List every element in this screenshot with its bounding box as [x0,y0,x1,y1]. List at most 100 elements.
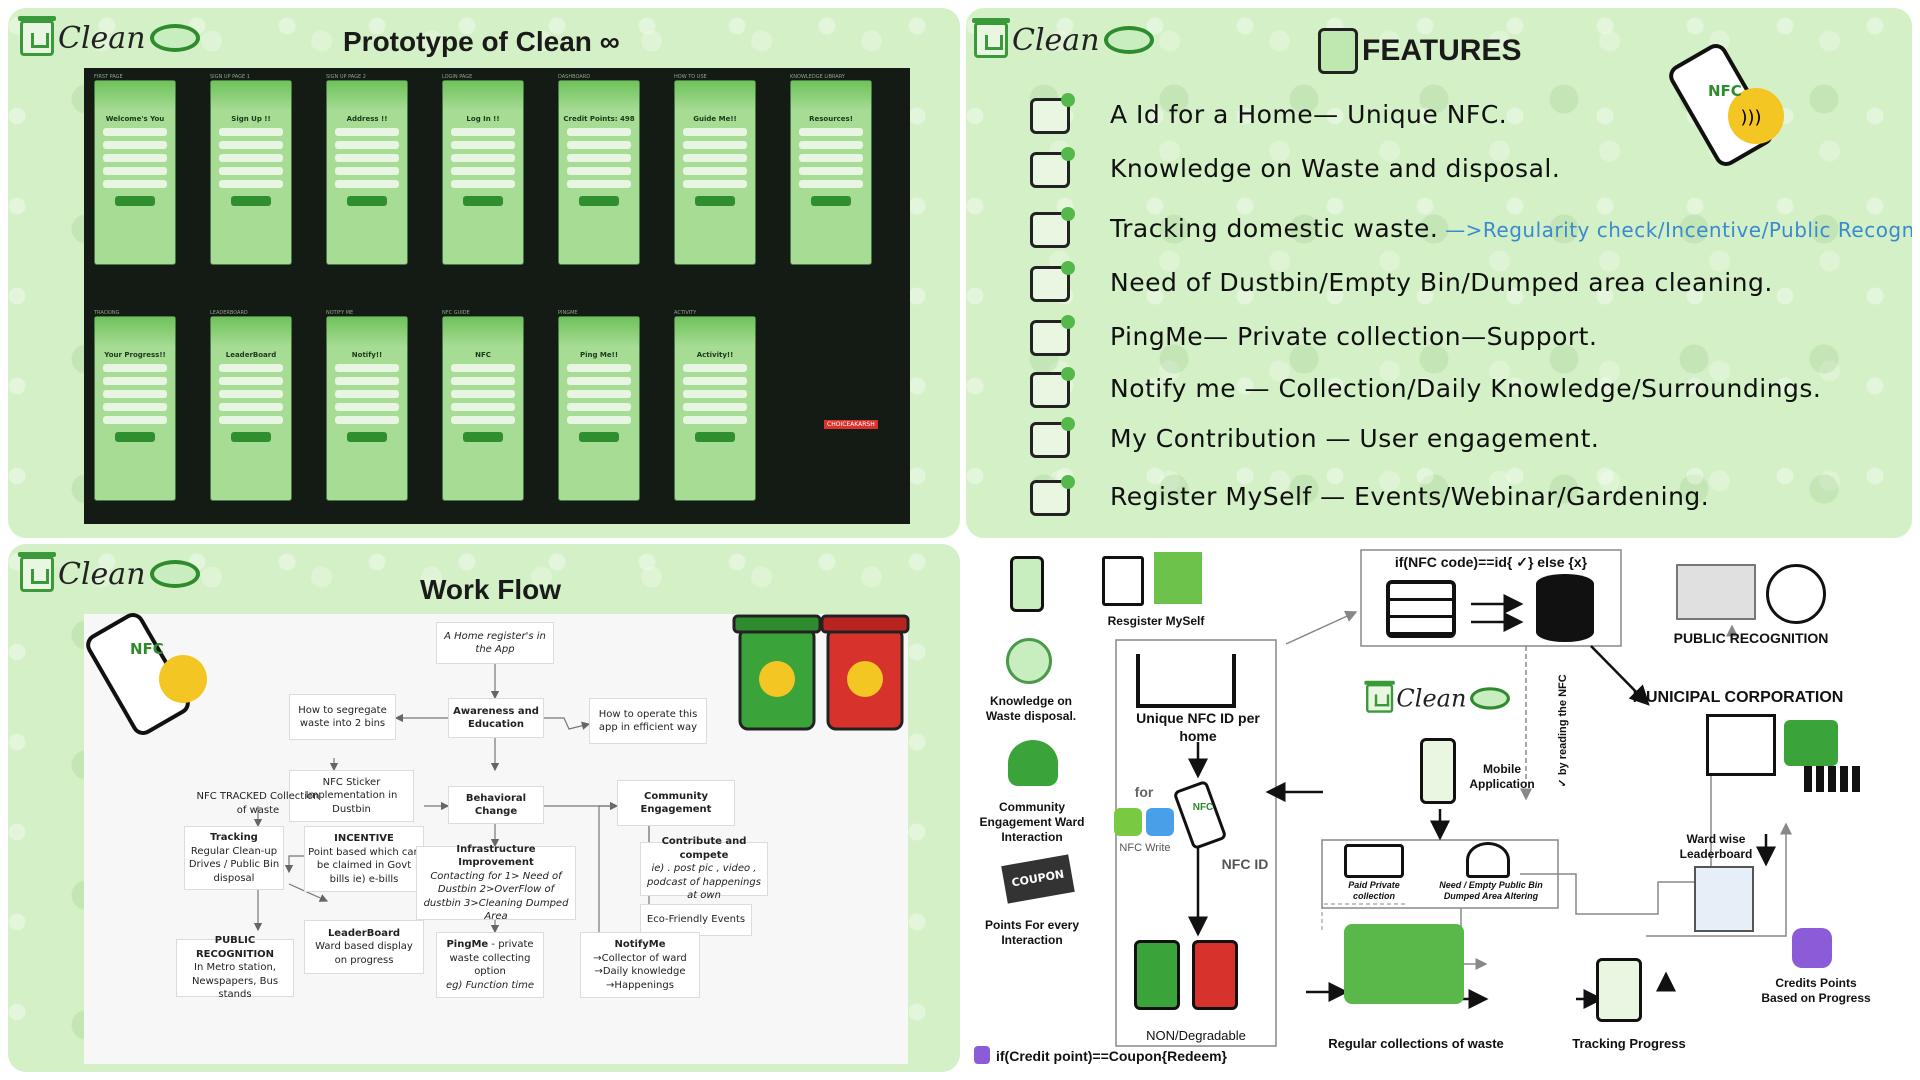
logo-word: Clean [58,20,146,56]
phone-screen: Your Progress!! [94,316,176,501]
phone-bell-icon [1010,556,1044,612]
phone-screen: Notify!! [326,316,408,501]
screen-button [231,196,271,206]
screen-field [683,154,747,162]
notify-title: NotifyMe [614,939,666,950]
arch-non-degradable: NON/Degradable [1146,1028,1246,1043]
infra-title: Infrastructure Improvement [456,843,536,869]
screen-label: NOTIFY ME [326,310,354,316]
screen-field [567,377,631,385]
screen-field [567,403,631,411]
screen-field [683,403,747,411]
feature-text: Knowledge on Waste and disposal. [1110,154,1561,183]
screen-field [799,180,863,188]
feature-item: Register MySelf — Events/Webinar/Gardeni… [1110,482,1709,511]
node-nfc-tracked: NFC TRACKED Collection of waste [196,791,320,816]
screen-field [799,141,863,149]
node-tracking: Tracking Regular Clean-up Drives / Publi… [184,826,284,890]
location-bin-icon [1466,842,1510,878]
truck-location-icon [1344,844,1404,878]
garbage-collection-icon [1344,924,1464,1004]
screen-field [335,403,399,411]
workflow-board: A Home register's in the App Awareness a… [84,614,908,1064]
screen-button [347,432,387,442]
screen-field [567,167,631,175]
municipal-building-icon [1706,714,1776,776]
feature-item: A Id for a Home— Unique NFC. [1110,100,1507,129]
screen-field [335,167,399,175]
screen-title: Welcome's You [105,115,165,123]
phone-screen: Log In !! [442,80,524,265]
bin-logo-icon [1364,680,1395,713]
arch-unique-nfc: Unique NFC ID per home [1136,710,1260,744]
screen-title: Sign Up !! [231,115,271,123]
creator-badge: CHOICEAKARSH [824,420,878,429]
node-pingme: PingMe - private waste collecting option… [436,932,544,998]
screen-field [683,390,747,398]
feature-text: Notify me — Collection/Daily Knowledge/S… [1110,374,1822,403]
arch-ward: Ward wise Leaderboard [1679,832,1753,861]
arch-register: Resgister MySelf [1107,614,1205,628]
screen-field [683,141,747,149]
screen-label: NFC GUIDE [442,310,470,316]
screen-label: FIRST PAGE [94,74,123,80]
screen-field [103,390,167,398]
incentive-body: Point based which can be claimed in Govt… [308,846,420,885]
screen-title: Activity!! [696,351,734,359]
register-form-icon [1030,475,1075,516]
contribute-title: Contribute and compete [661,836,747,861]
screen-button [695,196,735,206]
node-notifyme: NotifyMe →Collector of ward →Daily knowl… [580,932,700,998]
public-title: PUBLIC RECOGNITION [195,935,275,960]
feature-item: Knowledge on Waste and disposal. [1110,154,1560,183]
screen-field [567,416,631,424]
screen-field [451,390,515,398]
red-bin-icon [1192,940,1238,1010]
people-icon [1804,766,1860,792]
house-id-icon [1136,654,1236,708]
feature-text: PingMe— Private collection—Support. [1110,322,1598,351]
coins-stack-icon [1792,928,1832,968]
screen-field [683,128,747,136]
coins-icon [974,1046,990,1064]
prototype-title: Prototype of Clean ∞ [343,26,620,57]
coupon-icon: COUPON [1001,854,1075,904]
infinity-logo-icon [1103,26,1154,54]
screen-field [219,141,283,149]
screen-label: ACTIVITY [674,310,697,316]
notify-body: →Collector of ward →Daily knowledge →Hap… [593,952,687,991]
screen-label: HOW TO USE [674,74,707,80]
screen-field [103,128,167,136]
phone-screen: Resources! [790,80,872,265]
node-incentive: INCENTIVE Point based which can be claim… [304,826,424,892]
screen-field [335,154,399,162]
screen-field [219,390,283,398]
screen-field [567,364,631,372]
phone-screen: Credit Points: 498 [558,80,640,265]
feature-item: Notify me — Collection/Daily Knowledge/S… [1110,374,1821,403]
screen-button [231,432,271,442]
screen-field [219,403,283,411]
screen-field [219,180,283,188]
screen-field [683,364,747,372]
bus-icon [1766,564,1826,624]
clean-logo: Clean [1364,680,1510,713]
screen-button [347,196,387,206]
screen-label: SIGN UP PAGE 1 [210,74,250,80]
green-bin-icon [1134,940,1180,1010]
screen-field [451,167,515,175]
phone-screen: NFC [442,316,524,501]
screen-field [103,403,167,411]
prototype-panel: Clean Prototype of Clean ∞ FIRST PAGE Wel… [8,8,960,538]
screen-label: LOGIN PAGE [442,74,473,80]
arch-nfc-id: NFC ID [1221,856,1269,872]
tracking-body: Regular Clean-up Drives / Public Bin dis… [188,845,280,884]
screen-button [115,196,155,206]
feature-item: Tracking domestic waste. —>Regularity ch… [1110,214,1912,243]
phone-screen: Sign Up !! [210,80,292,265]
node-behavioral-change: Behavioral Change [448,786,544,824]
screen-field [103,180,167,188]
architecture-panel: if(NFC code)==id{ ✓} else {x} Resgister … [966,544,1912,1072]
screen-field [335,377,399,385]
infinity-logo-icon [149,24,200,52]
